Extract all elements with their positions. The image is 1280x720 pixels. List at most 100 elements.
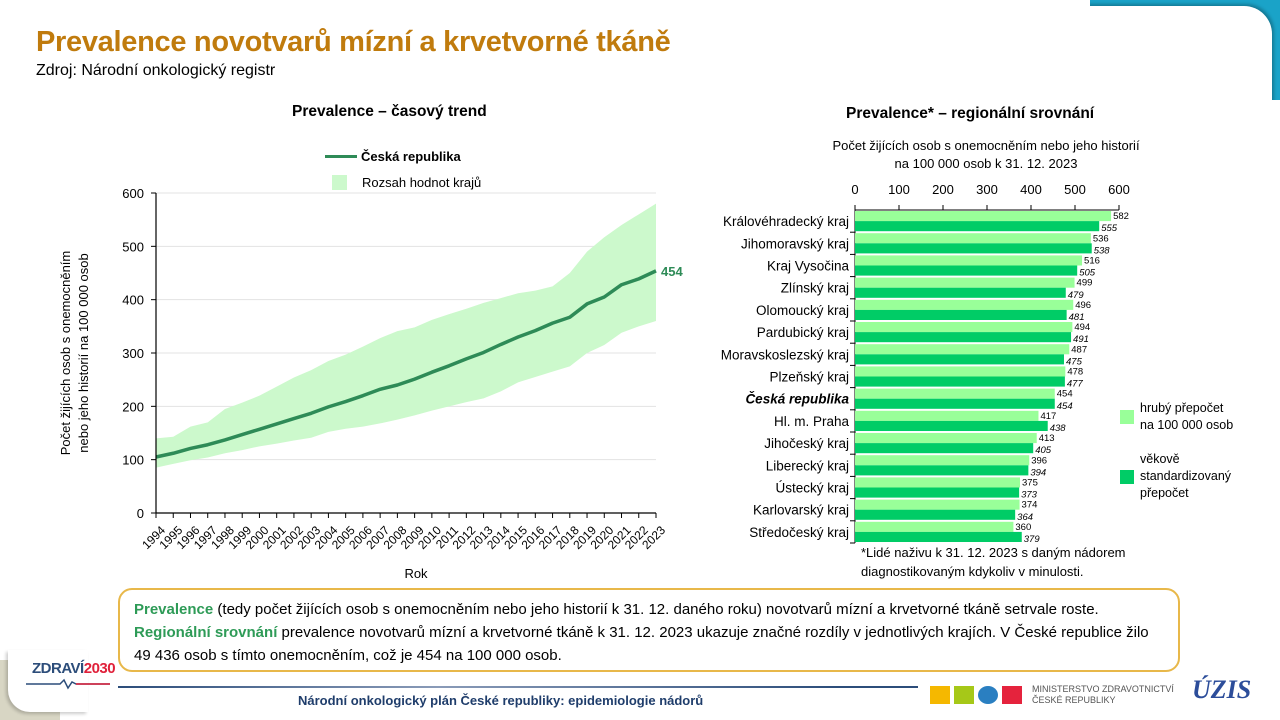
- bar-x-axis-label-line2: na 100 000 osob k 31. 12. 2023: [895, 156, 1078, 171]
- footer-divider: [118, 686, 918, 688]
- bar-std: [855, 465, 1029, 476]
- bar-std-value-label: 505: [1079, 268, 1096, 279]
- cr-trend-line: [155, 269, 657, 459]
- bar-crude: [855, 322, 1073, 333]
- zdravi-logo-year: 2030: [83, 660, 116, 677]
- bar-std-value-label: 405: [1035, 445, 1052, 456]
- legend-crude-line2: na 100 000 osob: [1140, 418, 1234, 432]
- category-label: Středočeský kraj: [749, 525, 849, 540]
- bar-crude: [855, 410, 1039, 421]
- bar-crude-value-label: 413: [1039, 433, 1055, 444]
- bar-crude: [855, 233, 1091, 244]
- legend-item-std: věkově standardizovaný přepočet: [1120, 451, 1233, 502]
- legend-std-line2: standardizovaný: [1140, 469, 1232, 483]
- bar-chart-title: Prevalence* – regionální srovnání: [846, 105, 1095, 122]
- footnote-line1: *Lidé naživu k 31. 12. 2023 s daným nádo…: [861, 545, 1126, 560]
- category-label: Česká republika: [745, 392, 849, 407]
- uzis-logo: ÚZIS: [1192, 675, 1252, 704]
- y-tick-label: 600: [122, 186, 144, 201]
- bar-std-value-label: 475: [1066, 356, 1083, 367]
- line-chart-title: Prevalence – časový trend: [292, 103, 487, 120]
- mz-tile-icon-2: [954, 686, 974, 704]
- legend-std-line3: přepočet: [1140, 486, 1189, 500]
- bar-crude: [855, 255, 1083, 266]
- legend-crude-line1: hrubý přepočet: [1140, 401, 1224, 415]
- bar-x-tick-label: 100: [888, 182, 910, 197]
- bar-std-value-label: 454: [1057, 401, 1073, 412]
- y-tick-label: 400: [122, 293, 144, 308]
- bar-crude-value-label: 374: [1022, 500, 1038, 511]
- bar-x-tick-label: 500: [1064, 182, 1086, 197]
- bar-crude-value-label: 487: [1071, 344, 1087, 355]
- y-axis-label-line2: nebo jeho historií na 100 000 osob: [76, 253, 91, 453]
- legend-label-cr: Česká republika: [361, 148, 461, 164]
- bar-crude: [855, 499, 1020, 510]
- zdravi-logo-text: ZDRAVÍ: [32, 660, 84, 677]
- category-label: Karlovarský kraj: [753, 503, 849, 518]
- category-label: Moravskoslezský kraj: [721, 347, 849, 362]
- bar-std: [855, 443, 1034, 454]
- y-tick-label: 300: [122, 346, 144, 361]
- category-label: Hl. m. Praha: [774, 414, 850, 429]
- legend-crude-swatch: [1120, 410, 1134, 424]
- mz-tile-icon-1: [930, 686, 950, 704]
- bar-chart: Počet žijících osob s onemocněním nebo j…: [721, 138, 1140, 545]
- bar-std-value-label: 491: [1073, 334, 1089, 345]
- bar-std-value-label: 394: [1030, 467, 1046, 478]
- bar-crude: [855, 299, 1074, 310]
- legend-label-range: Rozsah hodnot krajů: [362, 174, 482, 190]
- legend-area-swatch: [332, 174, 347, 190]
- bar-chart-footnote: *Lidé naživu k 31. 12. 2023 s daným nádo…: [861, 543, 1126, 581]
- y-axis-label-line1: Počet žijících osob s onemocněním: [58, 251, 73, 456]
- bar-std-value-label: 373: [1021, 490, 1038, 501]
- bar-crude: [855, 277, 1075, 288]
- legend-line-swatch: [325, 154, 357, 158]
- bar-std: [855, 354, 1064, 365]
- bar-crude: [855, 521, 1014, 532]
- bar-crude-value-label: 417: [1040, 411, 1056, 422]
- bar-crude-value-label: 375: [1022, 478, 1038, 489]
- legend-std-swatch: [1120, 469, 1134, 484]
- legend-item-crude: hrubý přepočet na 100 000 osob: [1120, 400, 1233, 434]
- mz-tile-icon-3: [978, 686, 998, 704]
- bar-std-value-label: 481: [1069, 312, 1085, 323]
- category-label: Královéhradecký kraj: [723, 214, 849, 229]
- bar-crude-value-label: 396: [1031, 455, 1047, 466]
- bar-x-tick-label: 400: [1020, 182, 1042, 197]
- category-label: Pardubický kraj: [757, 325, 849, 340]
- bar-crude: [855, 455, 1030, 466]
- category-label: Plzeňský kraj: [769, 370, 849, 385]
- summary-text-2: prevalence novotvarů mízní a krvetvorné …: [134, 624, 1149, 664]
- bar-crude-value-label: 360: [1015, 522, 1031, 533]
- bar-crude: [855, 433, 1037, 444]
- bar-std: [855, 398, 1055, 409]
- category-label: Ústecký kraj: [775, 481, 849, 496]
- category-label: Zlínský kraj: [781, 281, 849, 296]
- bar-x-tick-label: 0: [851, 182, 858, 197]
- zdravi-2030-logo: ZDRAVÍ2030: [32, 660, 116, 677]
- legend-item-cr: Česká republika: [325, 143, 481, 169]
- y-tick-label: 0: [137, 506, 144, 521]
- bar-std: [855, 265, 1078, 276]
- bar-crude-value-label: 496: [1075, 300, 1091, 311]
- bar-std: [855, 420, 1048, 431]
- footer-text: Národní onkologický plán České republiky…: [298, 693, 704, 708]
- bar-crude-value-label: 499: [1077, 278, 1093, 289]
- bar-std-value-label: 438: [1050, 423, 1067, 434]
- bar-crude-value-label: 478: [1067, 367, 1083, 378]
- mz-tile-icon-4: [1002, 686, 1022, 704]
- bar-std-value-label: 479: [1068, 290, 1085, 301]
- y-tick-label: 100: [122, 453, 144, 468]
- category-label: Jihočeský kraj: [764, 436, 849, 451]
- bar-crude: [855, 477, 1020, 488]
- line-chart-legend: Česká republika Rozsah hodnot krajů: [325, 143, 481, 195]
- bar-std-value-label: 477: [1067, 379, 1084, 390]
- bar-x-tick-label: 600: [1108, 182, 1130, 197]
- legend-std-line1: věkově: [1140, 452, 1180, 466]
- range-area: [156, 203, 656, 468]
- bar-crude: [855, 366, 1066, 377]
- bar-x-tick-label: 300: [976, 182, 998, 197]
- summary-text-1: (tedy počet žijících osob s onemocněním …: [213, 601, 1099, 618]
- bar-std: [855, 221, 1100, 232]
- legend-item-range: Rozsah hodnot krajů: [325, 169, 481, 195]
